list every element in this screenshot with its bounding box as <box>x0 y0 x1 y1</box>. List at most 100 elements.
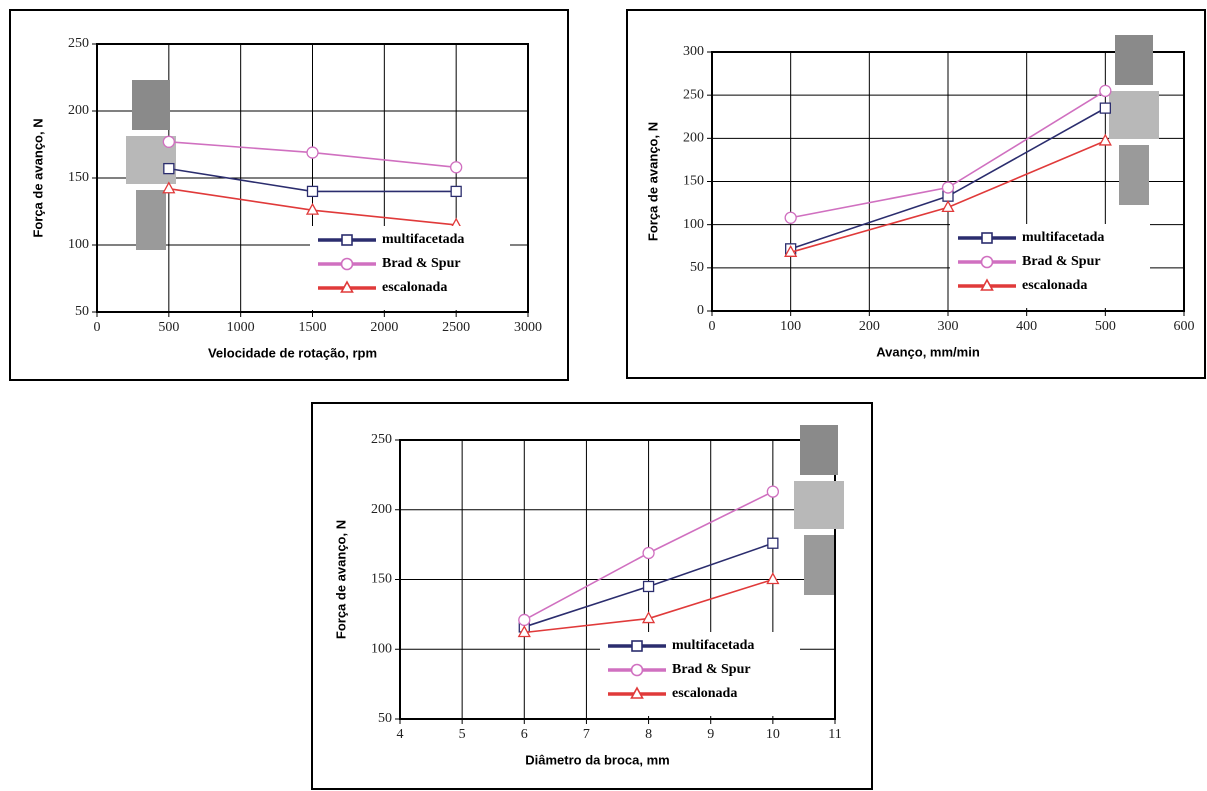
y-tick-label: 100 <box>68 237 89 252</box>
drill-image <box>132 80 170 130</box>
x-tick-label: 4 <box>397 727 404 742</box>
y-tick-label: 100 <box>371 641 392 656</box>
y-tick-label: 200 <box>68 103 89 118</box>
y-tick-label: 200 <box>371 502 392 517</box>
panel-frame <box>626 9 1206 379</box>
x-axis-label: Velocidade de rotação, rpm <box>208 345 377 360</box>
data-point <box>517 625 531 638</box>
data-point <box>450 161 463 174</box>
legend-label: multifacetada <box>1022 230 1104 245</box>
x-tick-label: 9 <box>707 727 714 742</box>
data-point <box>784 244 798 257</box>
data-point <box>306 185 319 198</box>
x-tick-label: 100 <box>780 319 801 334</box>
drill-image <box>1115 35 1153 85</box>
y-tick-label: 300 <box>683 44 704 59</box>
x-tick-label: 10 <box>766 727 780 742</box>
y-tick-label: 50 <box>378 711 392 726</box>
legend-label: Brad & Spur <box>382 256 461 271</box>
x-tick-label: 300 <box>938 319 959 334</box>
x-tick-label: 0 <box>94 320 101 335</box>
drill-image <box>136 190 166 250</box>
legend-marker <box>630 686 644 699</box>
data-point <box>766 572 780 585</box>
y-axis-label: Força de avanço, N <box>30 118 45 237</box>
data-point <box>450 185 462 198</box>
x-tick-label: 8 <box>645 727 652 742</box>
data-point <box>766 485 780 498</box>
x-tick-label: 1000 <box>227 320 255 335</box>
y-tick-label: 150 <box>371 572 392 587</box>
legend-marker <box>340 257 354 271</box>
x-tick-label: 2500 <box>442 320 470 335</box>
data-point <box>1099 84 1112 97</box>
x-tick-label: 7 <box>583 727 590 742</box>
data-point <box>784 211 797 224</box>
legend-label: escalonada <box>1022 278 1087 293</box>
legend-marker <box>980 278 994 291</box>
legend-marker <box>980 255 994 269</box>
x-tick-label: 200 <box>859 319 880 334</box>
legend-marker <box>340 280 354 293</box>
y-tick-label: 50 <box>690 260 704 275</box>
x-tick-label: 0 <box>709 319 716 334</box>
legend-label: escalonada <box>382 280 447 295</box>
x-tick-label: 1500 <box>299 320 327 335</box>
x-tick-label: 2000 <box>370 320 398 335</box>
drill-image <box>1119 145 1149 205</box>
y-tick-label: 200 <box>683 131 704 146</box>
x-tick-label: 11 <box>828 727 841 742</box>
x-tick-label: 500 <box>1095 319 1116 334</box>
data-point <box>642 580 655 593</box>
legend-marker <box>630 663 644 677</box>
drill-image <box>800 425 838 475</box>
x-tick-label: 500 <box>158 320 179 335</box>
plot-frame <box>399 439 836 720</box>
x-tick-label: 5 <box>459 727 466 742</box>
y-tick-label: 100 <box>683 217 704 232</box>
y-tick-label: 250 <box>68 36 89 51</box>
panel-frame <box>311 402 873 790</box>
y-axis-label: Força de avanço, N <box>645 122 660 241</box>
data-point <box>642 546 655 560</box>
data-point <box>305 202 320 215</box>
y-tick-label: 250 <box>683 87 704 102</box>
y-tick-label: 150 <box>68 170 89 185</box>
plot-frame <box>711 51 1185 312</box>
legend-label: Brad & Spur <box>672 662 751 677</box>
data-point <box>162 135 175 148</box>
y-tick-label: 0 <box>697 303 704 318</box>
y-tick-label: 250 <box>371 432 392 447</box>
y-axis-label: Força de avanço, N <box>333 520 348 639</box>
data-point <box>1098 133 1112 146</box>
data-point <box>306 146 319 159</box>
data-point <box>518 613 531 627</box>
x-axis-label: Diâmetro da broca, mm <box>525 752 670 767</box>
legend-marker <box>981 232 993 244</box>
data-point <box>941 200 955 213</box>
data-point <box>767 537 779 549</box>
plot-frame <box>96 43 529 313</box>
x-tick-label: 400 <box>1016 319 1037 334</box>
legend-label: multifacetada <box>382 232 464 247</box>
y-tick-label: 50 <box>75 304 89 319</box>
x-tick-label: 3000 <box>514 320 542 335</box>
drill-image <box>794 481 844 529</box>
data-point <box>1099 102 1111 114</box>
drill-image <box>804 535 834 595</box>
legend-label: multifacetada <box>672 638 754 653</box>
panel-frame <box>9 9 569 381</box>
data-point <box>641 611 656 624</box>
legend-marker <box>631 640 643 652</box>
x-tick-label: 6 <box>521 727 528 742</box>
drill-image <box>1109 91 1159 139</box>
x-axis-label: Avanço, mm/min <box>876 344 980 359</box>
legend-label: escalonada <box>672 686 737 701</box>
data-point <box>162 181 176 194</box>
x-tick-label: 600 <box>1174 319 1195 334</box>
legend-marker <box>341 234 353 246</box>
data-point <box>163 162 175 175</box>
y-tick-label: 150 <box>683 174 704 189</box>
data-point <box>941 181 955 194</box>
